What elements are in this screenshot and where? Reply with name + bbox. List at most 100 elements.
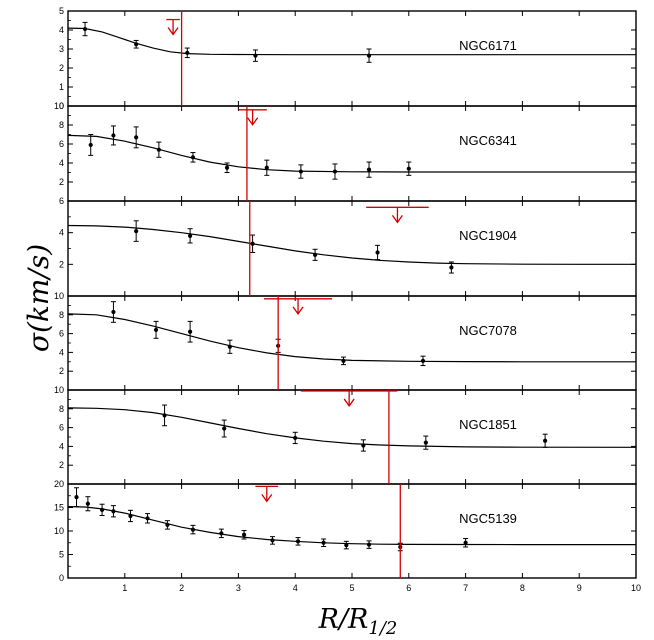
upper-limit-arrowhead bbox=[167, 27, 179, 36]
panel-ngc6171: 0 1 2 3 4 5 NGC6171 bbox=[59, 6, 637, 111]
cluster-name-label: NGC6341 bbox=[459, 133, 517, 148]
panel-ngc6341: 2 4 6 8 10 NGC6341 bbox=[54, 101, 637, 202]
cluster-name-label: NGC1851 bbox=[459, 417, 517, 432]
y-tick-label: 1 bbox=[59, 82, 64, 92]
data-point bbox=[224, 165, 230, 170]
data-point bbox=[366, 167, 372, 172]
y-tick-label: 3 bbox=[59, 44, 64, 54]
data-point bbox=[449, 265, 454, 270]
data-point bbox=[156, 147, 161, 152]
data-point bbox=[88, 142, 93, 148]
data-point bbox=[332, 169, 338, 174]
data-point bbox=[111, 309, 116, 315]
y-tick-label: 8 bbox=[59, 120, 64, 130]
upper-limit-arrowhead bbox=[391, 214, 403, 224]
data-point bbox=[219, 531, 224, 536]
data-point bbox=[293, 435, 298, 441]
x-tick-label: 10 bbox=[631, 583, 641, 593]
x-tick-label: 1 bbox=[122, 583, 127, 593]
data-point bbox=[128, 513, 133, 519]
data-point bbox=[375, 250, 380, 255]
data-point bbox=[264, 165, 269, 170]
x-axis-label: R/R1/2 bbox=[318, 604, 398, 639]
data-point bbox=[423, 440, 428, 445]
data-point bbox=[344, 543, 349, 548]
data-point bbox=[270, 538, 275, 543]
panel-ngc7078: 2 4 6 8 10 NGC7078 bbox=[54, 291, 637, 391]
y-tick-label: 0 bbox=[59, 573, 64, 583]
data-point bbox=[82, 26, 88, 32]
panel-ngc1851: 2 4 6 8 10 NGC1851 bbox=[54, 385, 637, 485]
data-point bbox=[420, 358, 426, 363]
data-point bbox=[463, 540, 468, 545]
cluster-name-label: NGC6171 bbox=[459, 38, 517, 53]
data-point bbox=[241, 532, 247, 537]
y-tick-label: 4 bbox=[59, 25, 64, 35]
y-tick-label: 2 bbox=[59, 366, 64, 376]
y-tick-label: 4 bbox=[59, 347, 64, 357]
x-tick-label: 4 bbox=[293, 583, 298, 593]
panel-ngc5139: 0 5 10 15 20 NGC5139 bbox=[54, 479, 637, 583]
data-point bbox=[153, 327, 159, 332]
data-point bbox=[74, 495, 79, 500]
data-point bbox=[227, 344, 232, 349]
data-point bbox=[253, 53, 258, 58]
panel-frame bbox=[67, 389, 637, 485]
data-point bbox=[190, 527, 196, 532]
y-tick-label: 6 bbox=[59, 196, 64, 206]
data-point bbox=[145, 516, 150, 521]
y-tick-label: 10 bbox=[54, 526, 64, 536]
y-tick-label: 0 bbox=[59, 101, 64, 111]
y-tick-label: 2 bbox=[59, 259, 64, 269]
panel-frame bbox=[67, 295, 637, 391]
data-point bbox=[134, 135, 139, 140]
model-curve bbox=[67, 134, 636, 173]
panel-frame bbox=[67, 483, 637, 579]
panel-frame bbox=[67, 105, 637, 202]
data-point bbox=[366, 53, 372, 58]
data-point bbox=[188, 329, 193, 334]
data-point bbox=[312, 252, 318, 257]
data-point bbox=[295, 539, 301, 544]
data-point bbox=[111, 133, 116, 138]
data-point bbox=[134, 228, 139, 234]
y-tick-label: 4 bbox=[59, 441, 64, 451]
model-curve bbox=[67, 407, 637, 448]
data-point bbox=[222, 426, 227, 431]
data-point bbox=[366, 542, 372, 547]
model-curve bbox=[67, 224, 636, 265]
upper-limit-arrowhead bbox=[343, 398, 355, 408]
data-point bbox=[543, 438, 548, 443]
y-tick-label: 5 bbox=[59, 6, 64, 16]
x-axis-tick-labels: 1 2 3 4 5 6 7 8 9 10 bbox=[122, 583, 641, 593]
upper-limit-arrowhead bbox=[292, 306, 304, 315]
data-point bbox=[99, 507, 105, 512]
y-tick-label: 2 bbox=[59, 63, 64, 73]
y-tick-label: 2 bbox=[59, 177, 64, 187]
data-point bbox=[162, 413, 167, 418]
model-curve bbox=[67, 27, 636, 56]
panels-group: 0 1 2 3 4 5 NGC6171 2 4 6 8 10 NGC6341 2 4 6 NGC1904 2 4 6 8… bbox=[54, 6, 637, 583]
data-point bbox=[250, 241, 255, 246]
y-tick-label: 15 bbox=[54, 503, 64, 513]
cluster-name-label: NGC5139 bbox=[459, 511, 517, 526]
x-tick-label: 3 bbox=[236, 583, 241, 593]
y-tick-label: 5 bbox=[59, 550, 64, 560]
data-point bbox=[111, 509, 116, 514]
x-tick-label: 8 bbox=[520, 583, 525, 593]
y-tick-label: 4 bbox=[59, 228, 64, 238]
y-tick-label: 8 bbox=[59, 310, 64, 320]
data-point bbox=[190, 155, 196, 160]
y-tick-label: 8 bbox=[59, 404, 64, 414]
panel-frame bbox=[67, 200, 637, 297]
cluster-name-label: NGC7078 bbox=[459, 323, 517, 338]
x-tick-label: 9 bbox=[577, 583, 582, 593]
data-point bbox=[321, 540, 326, 545]
upper-limit-arrowhead bbox=[261, 493, 273, 503]
data-point bbox=[134, 42, 139, 47]
y-tick-label: 6 bbox=[59, 329, 64, 339]
model-curve bbox=[67, 313, 636, 363]
x-tick-label: 5 bbox=[349, 583, 354, 593]
panel-frame bbox=[67, 10, 637, 107]
